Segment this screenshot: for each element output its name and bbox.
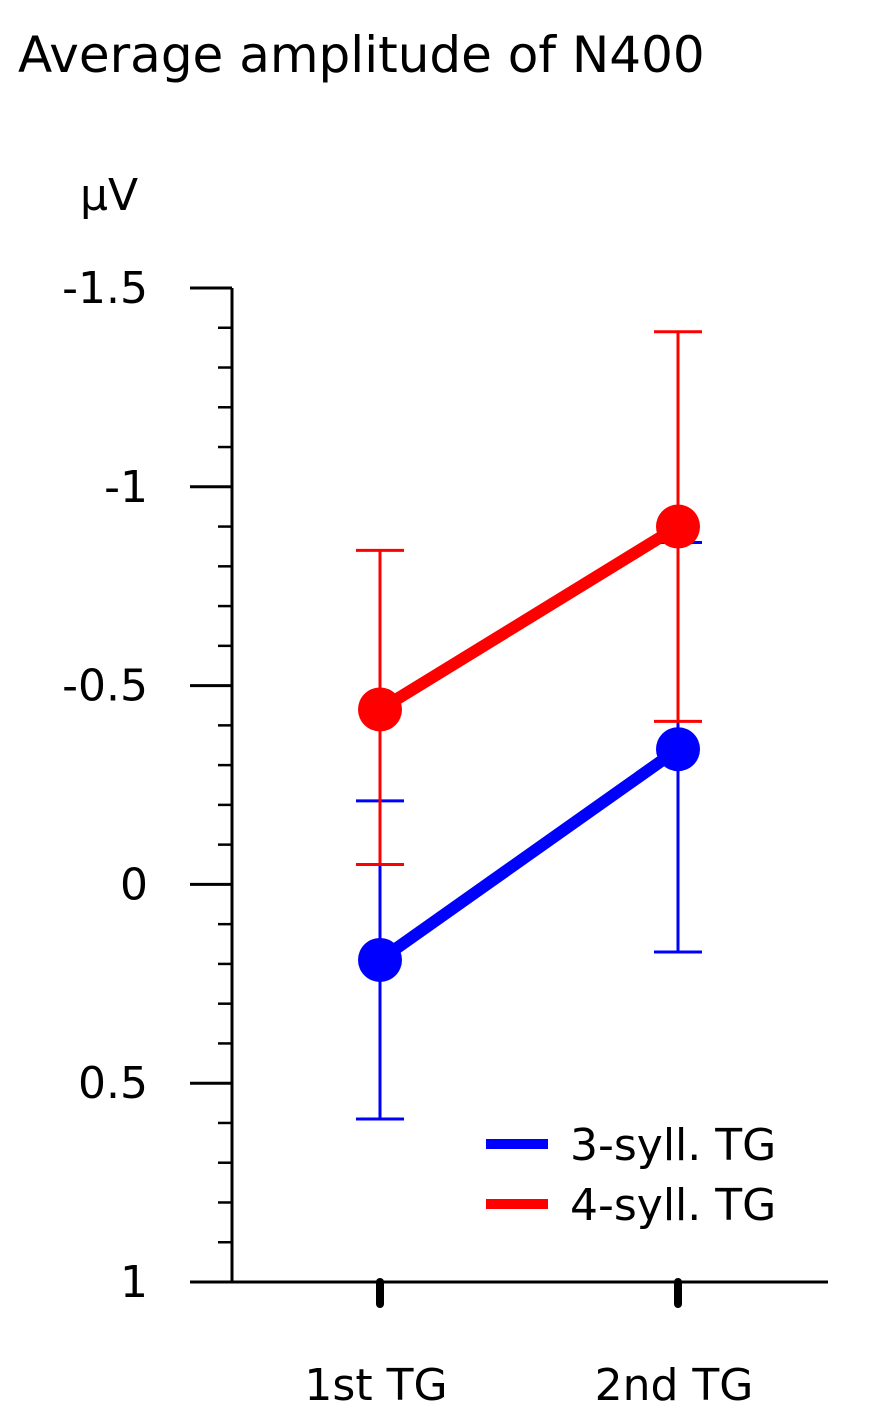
chart-title: Average amplitude of N400: [18, 26, 705, 84]
data-point: [656, 727, 700, 772]
series-line: [374, 520, 684, 716]
y-tick-label: -1.5: [62, 263, 148, 314]
legend: 3-syll. TG 4-syll. TG: [486, 1120, 776, 1231]
data-markers: [358, 504, 700, 982]
y-tick-label: 1: [120, 1257, 148, 1308]
data-point: [656, 504, 700, 549]
y-tick-label: 0.5: [78, 1058, 148, 1109]
y-tick-label: -0.5: [62, 661, 148, 712]
y-tick-label: 0: [120, 859, 148, 910]
x-tick-label: 2nd TG: [595, 1360, 754, 1411]
data-point: [358, 687, 402, 732]
x-tick-label: 1st TG: [304, 1360, 447, 1411]
axes: -1.5 -1 -0.5 0 0.5 1 1st TG 2nd TG: [62, 263, 828, 1411]
legend-label: 3-syll. TG: [570, 1120, 776, 1171]
y-tick-label: -1: [104, 462, 148, 513]
series-line: [374, 743, 684, 966]
data-point: [358, 937, 402, 982]
series-lines: [374, 520, 684, 966]
y-axis-unit-label: µV: [80, 170, 138, 221]
legend-label: 4-syll. TG: [570, 1180, 776, 1231]
error-bars: [356, 330, 702, 1121]
